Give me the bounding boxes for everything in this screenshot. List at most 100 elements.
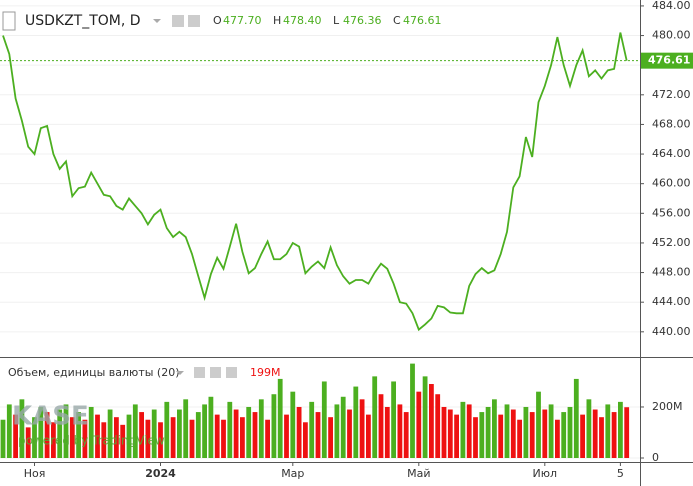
volume-bar — [265, 419, 270, 458]
volume-bar — [510, 409, 516, 458]
settings-icon[interactable] — [210, 367, 221, 378]
ohlc-name: C — [393, 14, 401, 27]
volume-bar — [233, 409, 239, 458]
settings-icon[interactable] — [188, 15, 200, 27]
volume-bar — [372, 376, 378, 458]
volume-bar — [416, 391, 422, 458]
volume-bar — [359, 399, 365, 458]
volume-bar — [536, 391, 541, 458]
volume-bar — [523, 406, 529, 458]
volume-bar — [498, 414, 504, 458]
volume-bar — [296, 406, 302, 458]
volume-bar — [586, 399, 592, 458]
volume-last-value: 199M — [250, 366, 281, 379]
volume-bar — [624, 407, 630, 458]
volume-bar — [126, 414, 132, 458]
volume-bar — [321, 381, 327, 458]
volume-bar — [145, 419, 151, 458]
volume-bar — [555, 419, 560, 458]
volume-bar — [82, 419, 88, 458]
volume-bar — [32, 417, 37, 458]
price-line — [2, 32, 628, 332]
dropdown-icon[interactable] — [153, 19, 161, 23]
volume-bar — [605, 404, 611, 458]
collapse-icon[interactable] — [2, 11, 16, 31]
volume-bar — [183, 399, 189, 458]
y-tick-label: 440.00 — [652, 325, 691, 338]
ohlc-value: 476.36 — [343, 14, 382, 27]
y-tick-label: 456.00 — [652, 206, 691, 219]
volume-bar — [573, 378, 579, 458]
volume-bar — [63, 404, 69, 458]
volume-bar — [44, 412, 50, 458]
eye-icon[interactable] — [172, 15, 184, 27]
volume-bar — [13, 414, 18, 458]
volume-bar — [473, 417, 478, 458]
y-tick-label: 448.00 — [652, 266, 691, 279]
y-tick-label: 0 — [652, 451, 659, 464]
volume-bar — [460, 401, 466, 458]
volume-bar — [214, 414, 220, 458]
volume-bar — [139, 412, 144, 458]
y-tick-label: 444.00 — [652, 295, 691, 308]
volume-bar — [517, 419, 522, 458]
volume-bar — [57, 409, 63, 458]
volume-bar — [170, 417, 176, 458]
volume-bar — [221, 419, 226, 458]
y-tick-label: 464.00 — [652, 147, 691, 160]
volume-bar — [69, 417, 75, 458]
volume-bar — [120, 424, 126, 458]
volume-bar — [529, 412, 535, 458]
volume-bar — [6, 404, 12, 458]
volume-bar — [334, 404, 340, 458]
volume-legend-bg — [0, 363, 250, 383]
volume-bar — [567, 406, 573, 458]
x-tick-label: Май — [407, 467, 430, 480]
volume-bar — [51, 422, 56, 458]
volume-bar — [101, 422, 107, 458]
volume-bar — [466, 404, 472, 458]
volume-bar — [284, 414, 289, 458]
legend-bg — [0, 8, 455, 34]
dropdown-icon[interactable] — [176, 371, 184, 375]
last-price-box — [641, 52, 693, 69]
volume-title: Объем, единицы валюты (20) — [8, 366, 180, 379]
volume-bar — [38, 406, 44, 458]
volume-bar — [76, 412, 81, 458]
volume-bar — [290, 391, 296, 458]
volume-bar — [479, 412, 485, 458]
volume-bar — [542, 409, 548, 458]
volume-bar — [384, 406, 390, 458]
volume-bar — [492, 399, 497, 458]
close-icon[interactable] — [226, 367, 237, 378]
volume-bar — [397, 404, 403, 458]
y-tick-label: 472.00 — [652, 88, 691, 101]
volume-bar — [328, 417, 333, 458]
x-tick-label: Июл — [533, 467, 558, 480]
volume-bar — [435, 394, 441, 458]
volume-bar — [391, 381, 396, 458]
watermark-text: powered by TradingView — [18, 434, 165, 448]
volume-bar — [592, 409, 598, 458]
y-tick-label: 480.00 — [652, 29, 691, 42]
volume-bar — [422, 376, 428, 458]
y-tick-label: 468.00 — [652, 117, 691, 130]
volume-bar — [132, 404, 138, 458]
volume-bar — [189, 419, 195, 458]
x-tick-label: 2024 — [145, 467, 176, 480]
volume-bar — [366, 414, 371, 458]
volume-bar — [441, 406, 447, 458]
ohlc-name: O — [213, 14, 222, 27]
volume-bar — [485, 406, 491, 458]
volume-bar — [504, 404, 510, 458]
volume-bar — [158, 422, 163, 458]
last-price-label: 476.61 — [648, 54, 690, 67]
volume-bar — [611, 412, 617, 458]
volume-bar — [240, 417, 245, 458]
y-tick-label: 484.00 — [652, 0, 691, 12]
volume-bar — [548, 404, 554, 458]
volume-bar — [164, 401, 170, 458]
eye-icon[interactable] — [194, 367, 205, 378]
volume-bar — [252, 412, 258, 458]
volume-bar — [353, 386, 359, 458]
